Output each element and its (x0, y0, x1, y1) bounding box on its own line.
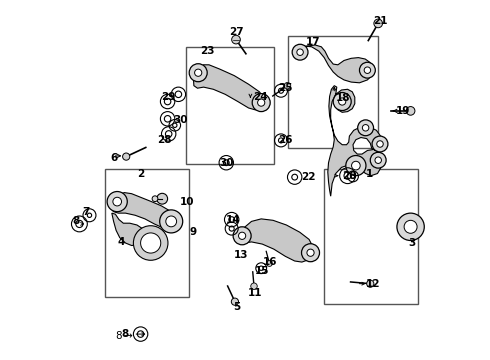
Bar (288, 36, 378, 148)
Circle shape (107, 192, 127, 212)
Circle shape (152, 196, 158, 202)
Circle shape (367, 280, 374, 287)
Circle shape (301, 244, 319, 262)
Circle shape (358, 120, 373, 136)
Text: 29: 29 (162, 92, 176, 102)
Circle shape (333, 93, 351, 111)
Text: 10: 10 (179, 197, 194, 207)
Circle shape (377, 141, 383, 147)
Text: 28: 28 (157, 135, 171, 145)
Circle shape (370, 152, 386, 168)
Circle shape (406, 107, 415, 115)
Text: 15: 15 (255, 266, 270, 276)
Circle shape (297, 49, 303, 55)
Text: 30: 30 (219, 158, 234, 168)
Text: 3: 3 (409, 238, 416, 248)
Circle shape (122, 153, 130, 160)
Text: 25: 25 (278, 83, 293, 93)
Circle shape (157, 193, 168, 204)
Text: 26: 26 (278, 135, 293, 145)
Text: 23: 23 (200, 46, 215, 56)
Text: 6: 6 (111, 153, 118, 163)
Text: 7: 7 (82, 207, 90, 217)
Text: 9: 9 (190, 227, 197, 237)
Text: 18: 18 (336, 93, 350, 103)
Circle shape (189, 64, 207, 82)
Text: 22: 22 (301, 172, 315, 182)
Circle shape (267, 261, 272, 266)
Polygon shape (328, 86, 383, 196)
Text: 8: 8 (122, 329, 129, 339)
Circle shape (258, 99, 265, 106)
Text: 17: 17 (305, 37, 320, 48)
Circle shape (231, 298, 239, 305)
Circle shape (364, 67, 370, 73)
Circle shape (251, 283, 257, 289)
Polygon shape (194, 65, 264, 110)
Text: 11: 11 (248, 288, 262, 298)
Circle shape (375, 157, 381, 163)
Text: 12: 12 (366, 279, 380, 289)
Circle shape (404, 220, 417, 233)
Bar (186, 47, 274, 164)
Text: 5: 5 (233, 302, 240, 312)
Text: 14: 14 (226, 215, 241, 225)
Circle shape (113, 197, 122, 206)
Circle shape (346, 156, 366, 176)
Text: 24: 24 (253, 92, 268, 102)
Bar (104, 169, 189, 297)
Circle shape (284, 82, 291, 89)
Circle shape (160, 210, 183, 233)
Circle shape (360, 62, 375, 78)
Circle shape (307, 249, 314, 256)
Polygon shape (112, 213, 144, 246)
Circle shape (339, 98, 346, 105)
Text: 2: 2 (137, 168, 144, 179)
Circle shape (292, 44, 308, 60)
Circle shape (363, 125, 369, 131)
Text: 21: 21 (373, 16, 387, 26)
Circle shape (397, 213, 424, 240)
Circle shape (195, 69, 202, 76)
Text: 27: 27 (229, 27, 244, 37)
Circle shape (166, 216, 176, 227)
Polygon shape (112, 193, 176, 228)
Circle shape (374, 19, 383, 28)
Bar (324, 169, 418, 304)
Text: 4: 4 (117, 237, 124, 247)
Text: 30: 30 (173, 114, 188, 125)
Circle shape (232, 35, 240, 44)
Text: 16: 16 (263, 257, 277, 267)
Circle shape (141, 233, 161, 253)
Text: 20: 20 (342, 171, 357, 181)
Text: 19: 19 (395, 106, 410, 116)
Polygon shape (240, 219, 314, 262)
Text: 1: 1 (366, 168, 373, 179)
Circle shape (233, 227, 251, 245)
Text: 13: 13 (233, 250, 248, 260)
Circle shape (252, 94, 270, 112)
Circle shape (239, 232, 245, 239)
Circle shape (133, 226, 168, 260)
Text: 8: 8 (72, 216, 79, 226)
Circle shape (372, 136, 388, 152)
Circle shape (351, 161, 360, 170)
Polygon shape (294, 45, 373, 83)
Text: $8\rightarrow$: $8\rightarrow$ (115, 329, 133, 341)
